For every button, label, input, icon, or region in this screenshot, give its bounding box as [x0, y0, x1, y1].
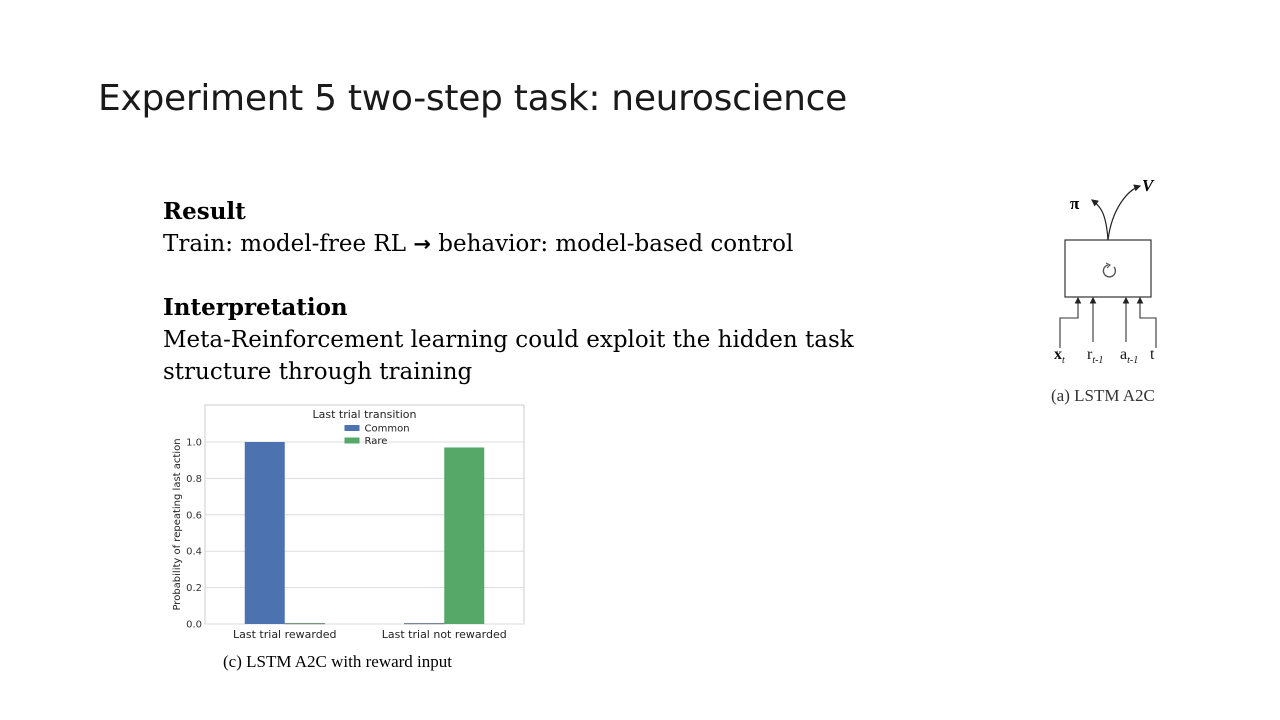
legend-label-common: Common [365, 424, 410, 435]
policy-output-label: π [1070, 194, 1080, 213]
y-tick-label: 0.0 [186, 620, 202, 631]
y-tick-label: 1.0 [186, 438, 202, 449]
bar-chart: 0.0 0.2 0.4 0.6 0.8 1.0 Last trial rewarded Las… [160, 400, 540, 650]
bar-chart-svg: 0.0 0.2 0.4 0.6 0.8 1.0 Last trial rewarded Las… [172, 404, 525, 641]
input-arrow-x [1059, 296, 1082, 348]
right-arrow-icon: → [413, 232, 431, 256]
value-output-arrow [1107, 184, 1142, 241]
x-tick-label: Last trial rewarded [233, 628, 336, 641]
input-arrow-t [1136, 296, 1157, 348]
legend-label-rare: Rare [365, 436, 388, 447]
value-output-label: V [1142, 176, 1155, 195]
bar-common-1 [404, 622, 445, 625]
recurrent-cycle-icon [1102, 262, 1117, 278]
result-line: Train: model-free RL → behavior: model-b… [163, 228, 793, 260]
slide-title: Experiment 5 two-step task: neuroscience [98, 78, 847, 119]
lstm-cell-box [1064, 239, 1152, 298]
legend-title: Last trial transition [312, 408, 416, 421]
input-label-x: xt [1054, 346, 1065, 366]
interpretation-section: Interpretation Meta-Reinforcement learni… [163, 292, 863, 388]
result-section: Result Train: model-free RL → behavior: … [163, 196, 793, 260]
input-label-a: at-1 [1120, 346, 1138, 366]
bar-rare-0 [284, 622, 325, 625]
x-tick-label: Last trial not rewarded [382, 628, 507, 641]
y-tick-label: 0.8 [186, 474, 202, 485]
lstm-a2c-diagram: π V xt rt-1 at-1 t [1040, 172, 1190, 372]
result-heading: Result [163, 198, 246, 225]
bar-rare-1 [444, 447, 485, 624]
bar-common-0 [244, 442, 285, 624]
diagram-input-labels: xt rt-1 at-1 t [1054, 346, 1155, 366]
result-text-train: Train: model-free RL [163, 231, 407, 257]
result-text-behavior: behavior: model-based control [438, 231, 794, 257]
interpretation-heading: Interpretation [163, 294, 348, 321]
chart-caption: (c) LSTM A2C with reward input [223, 652, 452, 671]
y-axis-label: Probability of repeating last action [172, 438, 183, 610]
input-label-t: t [1150, 346, 1155, 363]
legend-swatch-common [344, 425, 360, 431]
y-tick-label: 0.4 [186, 547, 202, 558]
policy-output-arrow [1091, 199, 1109, 241]
y-tick-label: 0.2 [186, 583, 202, 594]
y-tick-label: 0.6 [186, 510, 202, 521]
legend-swatch-rare [344, 437, 360, 444]
input-label-r: rt-1 [1087, 346, 1103, 366]
interpretation-text: Meta-Reinforcement learning could exploi… [163, 327, 854, 385]
lstm-caption: (a) LSTM A2C [1051, 386, 1155, 405]
lstm-diagram-svg: π V xt rt-1 at-1 t [1054, 176, 1157, 366]
